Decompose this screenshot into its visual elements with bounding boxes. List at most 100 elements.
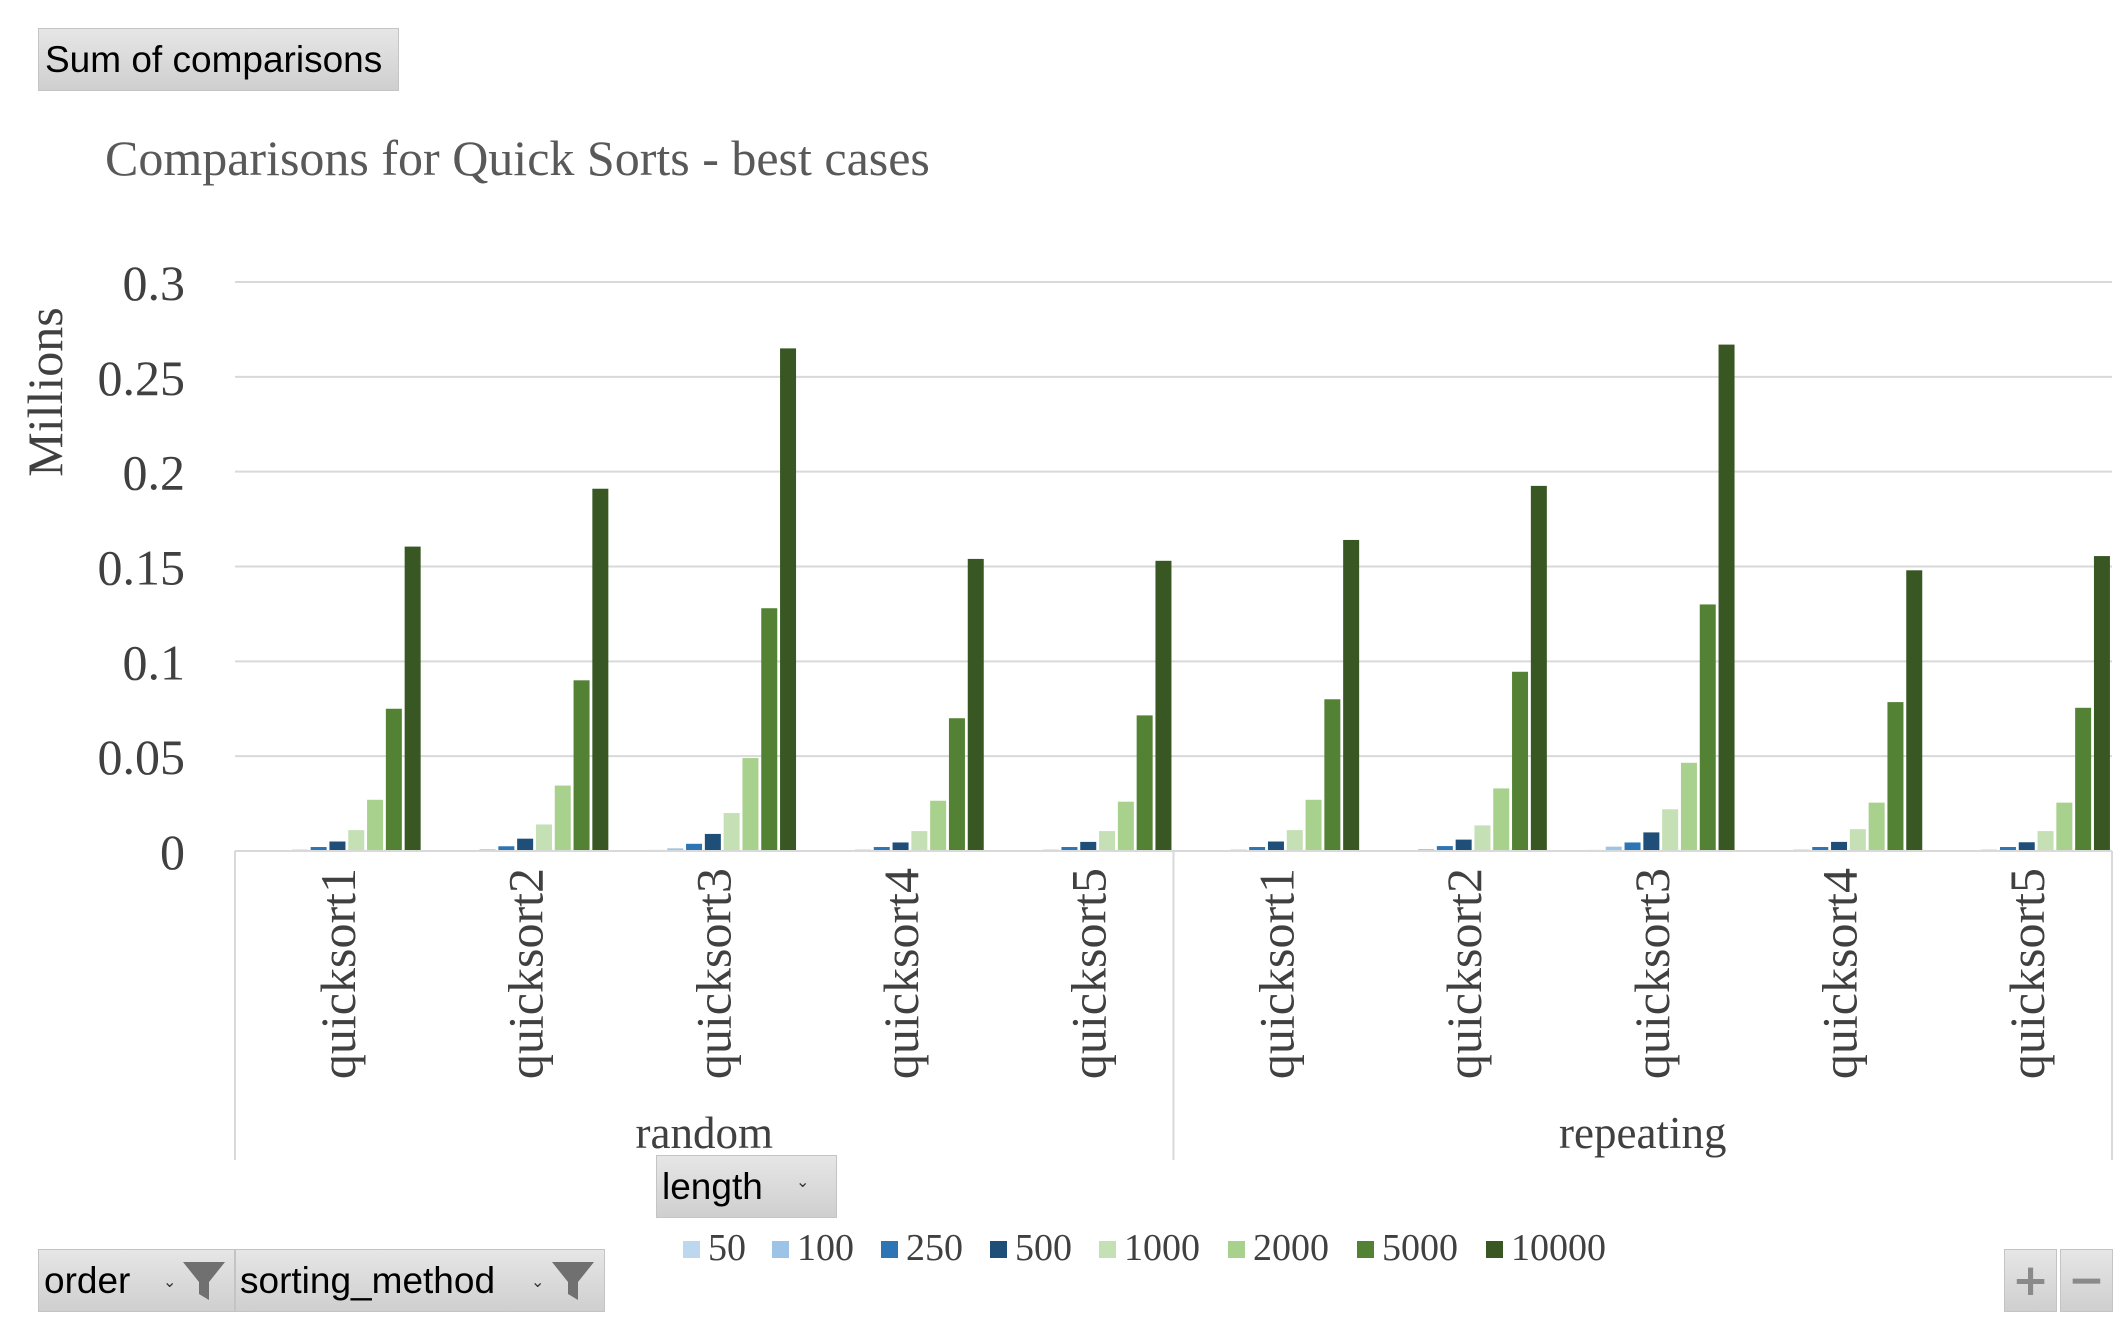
bar — [742, 758, 759, 851]
bar — [1136, 715, 1153, 851]
y-axis-label: Millions — [17, 307, 73, 476]
legend-swatch — [772, 1241, 789, 1258]
bar — [1699, 604, 1716, 851]
x-tick-label: quicksort2 — [1436, 868, 1492, 1079]
bar — [911, 831, 928, 851]
sum-of-comparisons-button[interactable]: Sum of comparisons — [38, 28, 399, 91]
bars — [273, 344, 2110, 851]
bar — [404, 546, 421, 851]
bar — [310, 847, 327, 851]
bar — [1436, 846, 1453, 851]
bar — [1999, 847, 2016, 851]
bar — [348, 830, 365, 851]
bar — [2018, 842, 2035, 851]
bar — [1605, 846, 1622, 851]
bar — [723, 813, 740, 851]
sorting-method-field-button[interactable]: sorting_method ⌄ — [235, 1249, 605, 1312]
legend-label: 50 — [708, 1227, 746, 1269]
x-tick-label: quicksort2 — [498, 868, 554, 1079]
bar — [892, 842, 909, 851]
bar — [1530, 485, 1547, 851]
minus-icon: − — [2068, 1255, 2105, 1306]
expand-button[interactable]: + — [2004, 1249, 2057, 1312]
bar — [780, 348, 797, 851]
group-label: random — [636, 1108, 773, 1158]
bar — [1155, 560, 1172, 851]
x-tick-label: quicksort1 — [1248, 868, 1304, 1079]
legend-swatch — [881, 1241, 898, 1258]
y-tick-label: 0.25 — [98, 350, 186, 406]
bar — [1624, 842, 1641, 851]
bar — [329, 841, 346, 851]
legend-label: 2000 — [1253, 1227, 1329, 1269]
legend-label: 100 — [797, 1227, 854, 1269]
bar — [1324, 699, 1341, 851]
chart-title: Comparisons for Quick Sorts - best cases — [105, 130, 930, 186]
bar — [667, 848, 684, 851]
bar — [1493, 788, 1510, 851]
x-tick-label: quicksort3 — [685, 868, 741, 1079]
filter-icon — [552, 1262, 594, 1300]
bar — [385, 708, 402, 851]
x-tick-label: quicksort4 — [1811, 868, 1867, 1079]
bar — [1343, 539, 1360, 851]
bar — [1831, 841, 1848, 851]
x-tick-label: quicksort3 — [1624, 868, 1680, 1079]
bar — [761, 608, 778, 851]
category-axis — [234, 850, 2113, 1160]
legend-swatch — [1486, 1241, 1503, 1258]
bar — [704, 833, 721, 851]
collapse-button[interactable]: − — [2060, 1249, 2113, 1312]
bar — [1099, 831, 1116, 851]
bar — [1080, 841, 1097, 851]
x-tick-label: quicksort5 — [1999, 868, 2055, 1079]
order-field-label: order — [44, 1259, 131, 1301]
group-label: repeating — [1559, 1108, 1726, 1158]
y-tick-label: 0 — [160, 824, 185, 880]
bar — [2037, 831, 2054, 851]
bar — [930, 800, 947, 851]
length-field-button[interactable]: length ⌄ — [656, 1155, 837, 1218]
bar — [573, 680, 590, 851]
bar — [1849, 829, 1866, 851]
y-tick-label: 0.1 — [123, 634, 186, 690]
y-tick-label: 0.2 — [123, 445, 186, 501]
bar — [1887, 702, 1904, 851]
length-field-label: length — [662, 1165, 763, 1207]
gridlines — [235, 281, 2112, 852]
dropdown-arrow-icon: ⌄ — [796, 1174, 810, 1191]
x-tick-label: quicksort4 — [873, 868, 929, 1079]
bar — [1906, 570, 1923, 851]
legend-label: 250 — [906, 1227, 963, 1269]
bar — [1643, 832, 1660, 851]
x-tick-label: quicksort5 — [1061, 868, 1117, 1079]
y-tick-labels: 0 0.05 0.1 0.15 0.2 0.25 0.3 — [98, 255, 186, 880]
bar — [1512, 671, 1529, 851]
bar — [1305, 799, 1322, 851]
order-field-button[interactable]: order ⌄ — [38, 1249, 235, 1312]
legend: 50 100 250 500 1000 2000 5000 10000 — [683, 1227, 1606, 1269]
plus-icon: + — [2012, 1255, 2049, 1306]
legend-label: 5000 — [1382, 1227, 1458, 1269]
bar — [1662, 809, 1679, 851]
y-tick-label: 0.3 — [123, 255, 186, 311]
bar — [967, 558, 984, 851]
legend-label: 10000 — [1511, 1227, 1606, 1269]
bar — [686, 843, 703, 851]
dropdown-arrow-icon: ⌄ — [531, 1274, 545, 1291]
legend-label: 1000 — [1124, 1227, 1200, 1269]
x-tick-label: quicksort1 — [310, 868, 366, 1079]
sum-of-comparisons-label: Sum of comparisons — [45, 38, 383, 80]
group-labels: random repeating — [636, 1108, 1727, 1158]
bar — [1868, 802, 1885, 851]
bar — [1249, 847, 1266, 851]
legend-swatch — [990, 1241, 1007, 1258]
filter-icon — [183, 1262, 225, 1300]
bar — [1474, 825, 1491, 851]
bar — [554, 785, 571, 851]
y-tick-label: 0.05 — [98, 729, 186, 785]
sorting-method-field-label: sorting_method — [240, 1259, 496, 1301]
x-tick-labels: quicksort1 quicksort2 quicksort3 quicksort4… — [310, 868, 2055, 1079]
legend-swatch — [1228, 1241, 1245, 1258]
